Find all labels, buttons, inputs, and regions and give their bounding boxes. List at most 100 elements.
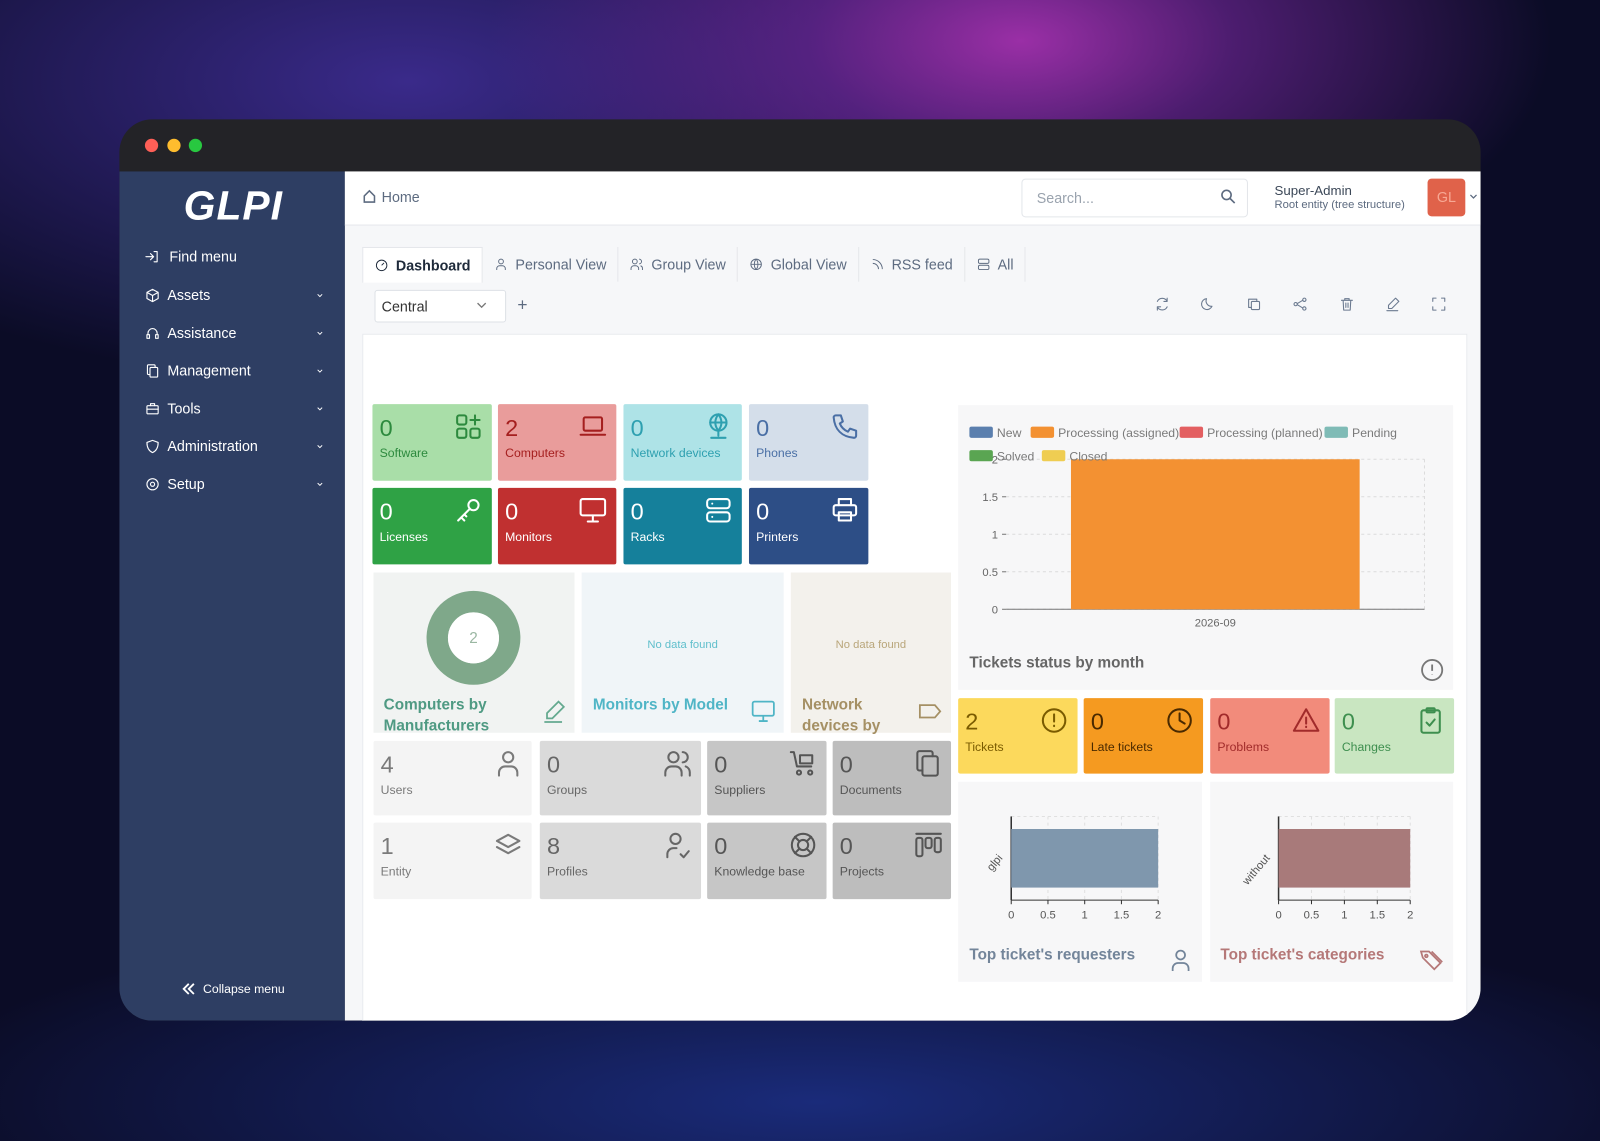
menu-item[interactable]: Tools: [167, 400, 201, 417]
card-icon: [579, 498, 607, 523]
y-tick-label: 0.5: [982, 567, 998, 579]
menu-item[interactable]: Setup: [167, 475, 205, 492]
card[interactable]: 0 Changes: [1334, 698, 1455, 774]
zoom-dot[interactable]: [188, 138, 203, 153]
card-icon: [706, 498, 731, 523]
card[interactable]: 0 Network devices: [623, 404, 742, 481]
minimize-dot[interactable]: [167, 138, 181, 153]
card-value: 0: [839, 751, 853, 778]
card-icon: [1167, 708, 1192, 733]
card-value: 0: [505, 498, 519, 525]
search-box[interactable]: [1021, 178, 1248, 218]
tab-icon: [872, 259, 883, 270]
toolbar-icon: [1293, 297, 1307, 311]
legend-swatch: [969, 426, 993, 438]
menu-item[interactable]: Management: [167, 362, 251, 379]
user-name[interactable]: Super-Admin: [1274, 182, 1352, 198]
card-label: Monitors: [505, 529, 553, 544]
tab-icon: [750, 258, 763, 271]
menu-item[interactable]: Assets: [167, 286, 211, 304]
menu-item[interactable]: Find menu: [169, 247, 237, 265]
card[interactable]: 0 Knowledge base: [707, 822, 827, 900]
widget-icon: [751, 700, 775, 722]
tab[interactable]: Group View: [619, 246, 739, 282]
x-tick-label: 1: [1341, 910, 1347, 922]
card-value: 0: [756, 498, 770, 525]
menu-icon: [146, 328, 159, 339]
tab[interactable]: Personal View: [483, 246, 619, 282]
card[interactable]: 0 Suppliers: [707, 740, 827, 816]
card[interactable]: 2 Tickets: [958, 698, 1078, 774]
legend-swatch: [969, 450, 993, 462]
card-label: Computers: [505, 445, 565, 461]
legend-swatch: [1324, 426, 1348, 438]
menu-chevron: [317, 482, 323, 487]
x-tick-label: 0.5: [1040, 910, 1056, 922]
tab-label: RSS feed: [891, 256, 953, 273]
toolbar-icon: [1432, 297, 1446, 311]
tab[interactable]: RSS feed: [859, 246, 965, 282]
card-value: 0: [714, 832, 728, 860]
widget-title: Tickets status by month: [969, 654, 1144, 671]
card[interactable]: 4 Users: [373, 740, 532, 816]
y-tick-label: 0: [992, 604, 998, 616]
empty-widget: [581, 572, 784, 733]
card-value: 8: [546, 832, 560, 860]
card[interactable]: 0 Late tickets: [1083, 698, 1204, 774]
card[interactable]: 0 Monitors: [497, 487, 617, 565]
home-icon: [363, 189, 376, 203]
card-label: Racks: [630, 529, 665, 544]
card[interactable]: 0 Phones: [748, 404, 869, 481]
entity[interactable]: Root entity (tree structure): [1274, 199, 1405, 212]
bar: [1070, 459, 1360, 610]
avatar[interactable]: GL: [1427, 178, 1466, 217]
legend-label: Processing (planned): [1207, 426, 1323, 440]
card[interactable]: 2 Computers: [497, 404, 617, 481]
menu-icon: [146, 439, 159, 454]
card[interactable]: 0 Software: [372, 404, 492, 481]
menu-icon: [146, 364, 159, 378]
menu-item[interactable]: Assistance: [167, 324, 237, 341]
collapse-icon: [182, 983, 195, 995]
card-label: Documents: [839, 782, 902, 798]
card-label: Suppliers: [714, 782, 766, 798]
collapse-menu[interactable]: Collapse menu: [203, 981, 285, 997]
y-tick-label: 1.5: [982, 492, 998, 504]
tab[interactable]: Dashboard: [362, 246, 483, 283]
card[interactable]: 0 Documents: [832, 740, 952, 816]
logo[interactable]: GLPI: [183, 183, 284, 229]
x-tick-label: 2: [1407, 910, 1413, 922]
widget-icon: [1419, 950, 1443, 971]
card[interactable]: 1 Entity: [373, 822, 532, 900]
card[interactable]: 0 Projects: [832, 822, 952, 900]
tab-icon: [375, 259, 388, 272]
tab[interactable]: All: [965, 246, 1026, 282]
card-icon: [456, 414, 481, 439]
empty-widget: [790, 572, 952, 733]
tab[interactable]: Global View: [738, 246, 859, 282]
card-icon: [1420, 707, 1441, 734]
card[interactable]: 0 Racks: [623, 487, 742, 565]
search-icon[interactable]: [1220, 189, 1236, 204]
tab-label: Personal View: [515, 256, 607, 273]
card-value: 0: [630, 498, 644, 525]
card-label: Projects: [839, 864, 885, 879]
menu-item[interactable]: Administration: [167, 437, 258, 455]
legend-label: Closed: [1069, 449, 1107, 463]
close-dot[interactable]: [144, 138, 159, 153]
menu-chevron: [317, 294, 323, 298]
card[interactable]: 0 Licenses: [372, 487, 492, 565]
add-dashboard[interactable]: +: [517, 294, 528, 315]
breadcrumb[interactable]: Home: [381, 188, 420, 206]
card[interactable]: 8 Profiles: [539, 822, 702, 900]
toolbar-icon: [1156, 297, 1168, 311]
card[interactable]: 0 Problems: [1210, 698, 1330, 774]
card-icon: [664, 751, 691, 777]
card[interactable]: 0 Printers: [748, 487, 869, 565]
menu-chevron: [317, 407, 323, 411]
card-value: 2: [965, 708, 979, 735]
dashboard-select[interactable]: [374, 289, 507, 323]
widget-title: Top ticket's categories: [1220, 946, 1384, 963]
card-icon: [832, 414, 858, 439]
card[interactable]: 0 Groups: [539, 740, 702, 816]
